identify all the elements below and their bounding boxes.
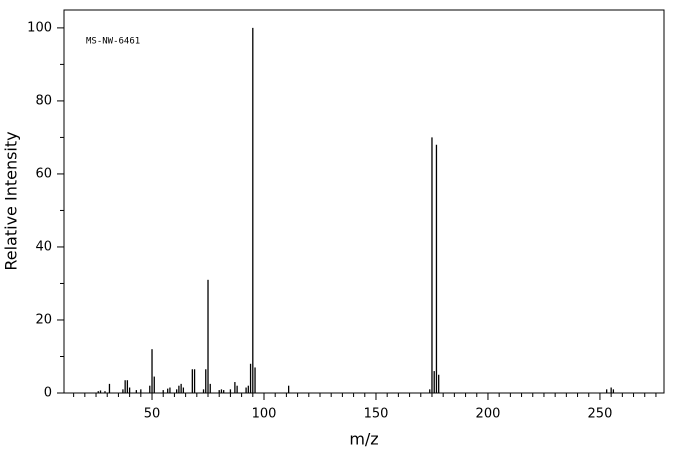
y-tick-label: 100 <box>27 20 52 35</box>
x-tick-label: 100 <box>252 407 277 422</box>
x-axis-label: m/z <box>349 430 378 449</box>
x-tick-label: 250 <box>588 407 613 422</box>
y-axis-label: Relative Intensity <box>2 131 21 270</box>
plot-frame <box>63 9 665 394</box>
y-tick-label: 60 <box>35 166 52 181</box>
x-tick-label: 150 <box>364 407 389 422</box>
y-tick-label: 0 <box>44 386 52 401</box>
y-tick-label: 40 <box>35 239 52 254</box>
x-tick-label: 200 <box>476 407 501 422</box>
annotation: MS-NW-6461 <box>86 37 140 47</box>
y-tick-label: 20 <box>35 312 52 327</box>
y-tick-label: 80 <box>35 93 52 108</box>
x-tick-label: 50 <box>144 407 161 422</box>
